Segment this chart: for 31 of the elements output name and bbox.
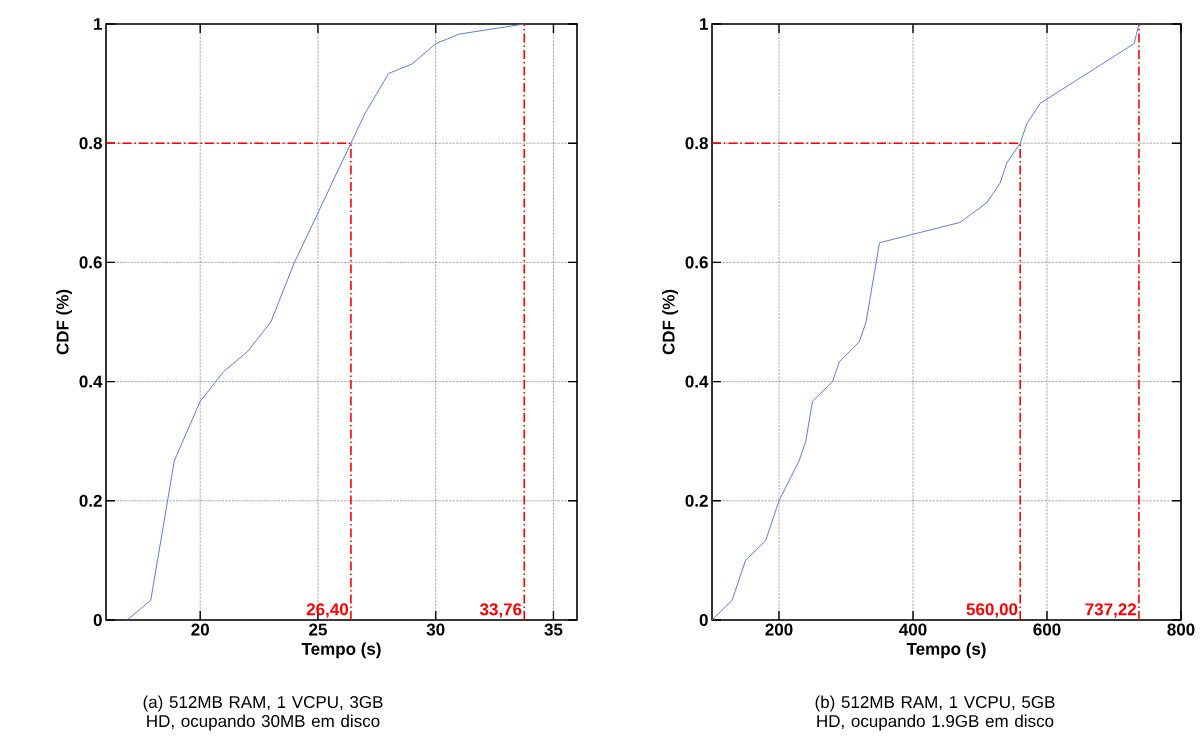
x-tick-label: 800: [1167, 623, 1195, 636]
x-tick-label: 25: [309, 623, 327, 636]
ref-line-label: 737,22: [1085, 603, 1137, 618]
y-tick-label: 0.4: [79, 375, 103, 388]
ref-line-label: 33,76: [479, 603, 522, 618]
x-tick-label: 30: [426, 623, 445, 636]
y-tick-label: 0: [93, 613, 102, 627]
y-tick-label: 0: [699, 613, 708, 627]
y-axis-title: CDF (%): [662, 289, 678, 355]
y-axis-title: CDF (%): [56, 289, 72, 355]
x-tick-label: 20: [191, 623, 209, 636]
ref-line-label: 560,00: [966, 603, 1018, 618]
x-tick-label: 400: [899, 623, 927, 636]
ref-line-label: 26,40: [306, 603, 349, 618]
line-series: [711, 23, 1140, 621]
y-tick-label: 0.6: [685, 256, 708, 269]
y-tick-label: 0.2: [685, 494, 708, 507]
y-tick-label: 0.6: [79, 256, 102, 269]
y-tick-label: 0.8: [79, 137, 102, 150]
y-tick-label: 0.2: [79, 494, 102, 507]
x-tick-label: 35: [544, 623, 563, 636]
x-tick-label: 200: [765, 623, 793, 636]
x-axis-title: Tempo (s): [906, 642, 986, 659]
text: (a) 512MB RAM, 1 VCPU, 3GB HD, ocupando 30MB em disco: [143, 695, 383, 731]
x-axis-title: Tempo (s): [301, 642, 381, 659]
y-tick-label: 0.4: [685, 375, 709, 388]
y-tick-label: 1: [94, 18, 103, 30]
text: (b) 512MB RAM, 1 VCPU, 5GB HD, ocupando 1.9GB em disco: [815, 695, 1055, 731]
y-tick-label: 0.8: [685, 137, 708, 150]
y-tick-label: 1: [700, 18, 709, 30]
x-tick-label: 600: [1033, 623, 1061, 636]
